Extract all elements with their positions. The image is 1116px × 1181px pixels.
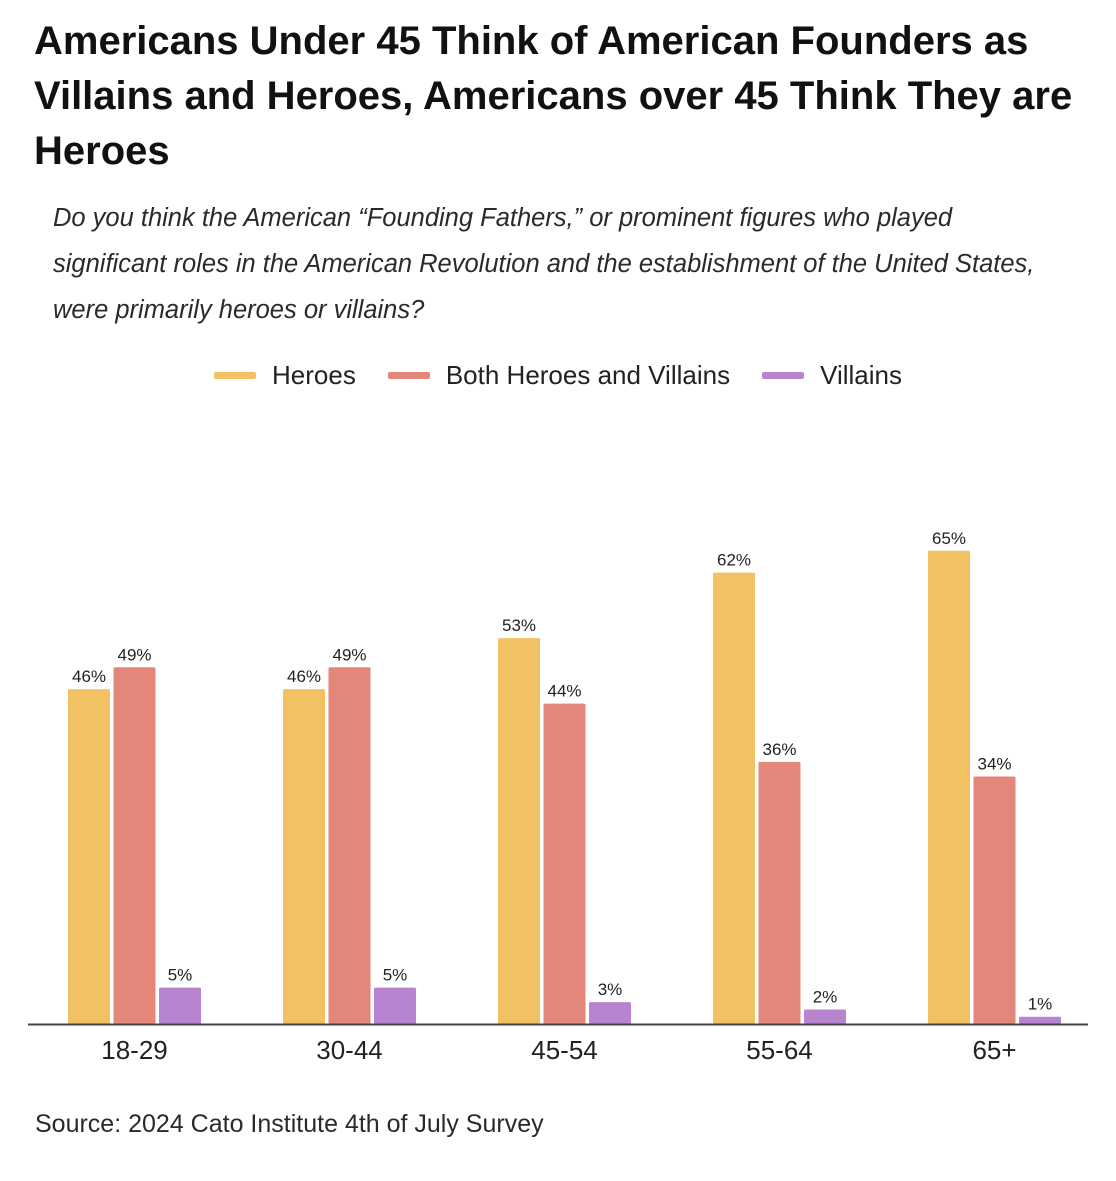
data-label-both-65+: 34%	[977, 754, 1011, 773]
bar-villains-18-29	[159, 987, 201, 1024]
bar-heroes-65+	[928, 550, 970, 1024]
x-tick-label-30-44: 30-44	[316, 1035, 383, 1065]
x-tick-label-18-29: 18-29	[101, 1035, 168, 1065]
chart-legend: Heroes Both Heroes and Villains Villains	[0, 360, 1116, 391]
data-label-both-30-44: 49%	[332, 645, 366, 664]
bar-heroes-30-44	[283, 689, 325, 1024]
bar-heroes-45-54	[498, 638, 540, 1024]
legend-item-both: Both Heroes and Villains	[387, 360, 731, 391]
data-label-heroes-55-64: 62%	[717, 551, 751, 570]
data-label-heroes-45-54: 53%	[502, 616, 536, 635]
legend-label-both: Both Heroes and Villains	[445, 360, 731, 390]
source-note: Source: 2024 Cato Institute 4th of July …	[35, 1110, 544, 1138]
legend-swatch-heroes	[214, 372, 256, 379]
legend-swatch-villains	[762, 372, 805, 379]
legend-item-heroes: Heroes	[214, 360, 356, 391]
legend-swatch-both	[387, 372, 430, 379]
legend-label-heroes: Heroes	[272, 360, 356, 390]
bar-both-55-64	[758, 761, 801, 1024]
data-label-heroes-18-29: 46%	[72, 667, 106, 686]
data-label-villains-18-29: 5%	[168, 966, 193, 985]
bar-heroes-18-29	[68, 689, 110, 1024]
data-label-both-55-64: 36%	[762, 740, 796, 759]
bar-villains-65+	[1019, 1016, 1061, 1024]
data-label-villains-45-54: 3%	[598, 980, 623, 999]
chart-title: Americans Under 45 Think of American Fou…	[34, 19, 1073, 173]
data-label-villains-55-64: 2%	[813, 987, 838, 1006]
data-label-villains-65+: 1%	[1028, 995, 1053, 1014]
x-tick-label-55-64: 55-64	[746, 1035, 813, 1065]
data-label-both-18-29: 49%	[117, 645, 151, 664]
legend-item-villains: Villains	[762, 360, 902, 391]
bar-villains-30-44	[374, 987, 416, 1024]
bar-both-30-44	[328, 667, 371, 1024]
bar-both-18-29	[113, 667, 156, 1024]
bar-both-65+	[973, 776, 1016, 1024]
chart-subtitle: Do you think the American “Founding Fath…	[53, 204, 1035, 324]
bar-chart: 46% 49% 5% 18-29 46% 49% 5% 30-44 53% 44% 3% 45-54 6…	[28, 529, 1088, 1065]
x-tick-label-65+: 65+	[972, 1035, 1016, 1065]
legend-label-villains: Villains	[820, 360, 902, 390]
data-label-both-45-54: 44%	[547, 682, 581, 701]
bar-villains-55-64	[804, 1009, 846, 1024]
x-tick-label-45-54: 45-54	[531, 1035, 598, 1065]
bar-villains-45-54	[589, 1002, 631, 1024]
bar-heroes-55-64	[713, 572, 755, 1024]
bar-both-45-54	[543, 703, 586, 1024]
data-label-heroes-30-44: 46%	[287, 667, 321, 686]
data-label-heroes-65+: 65%	[932, 529, 966, 548]
data-label-villains-30-44: 5%	[383, 966, 408, 985]
